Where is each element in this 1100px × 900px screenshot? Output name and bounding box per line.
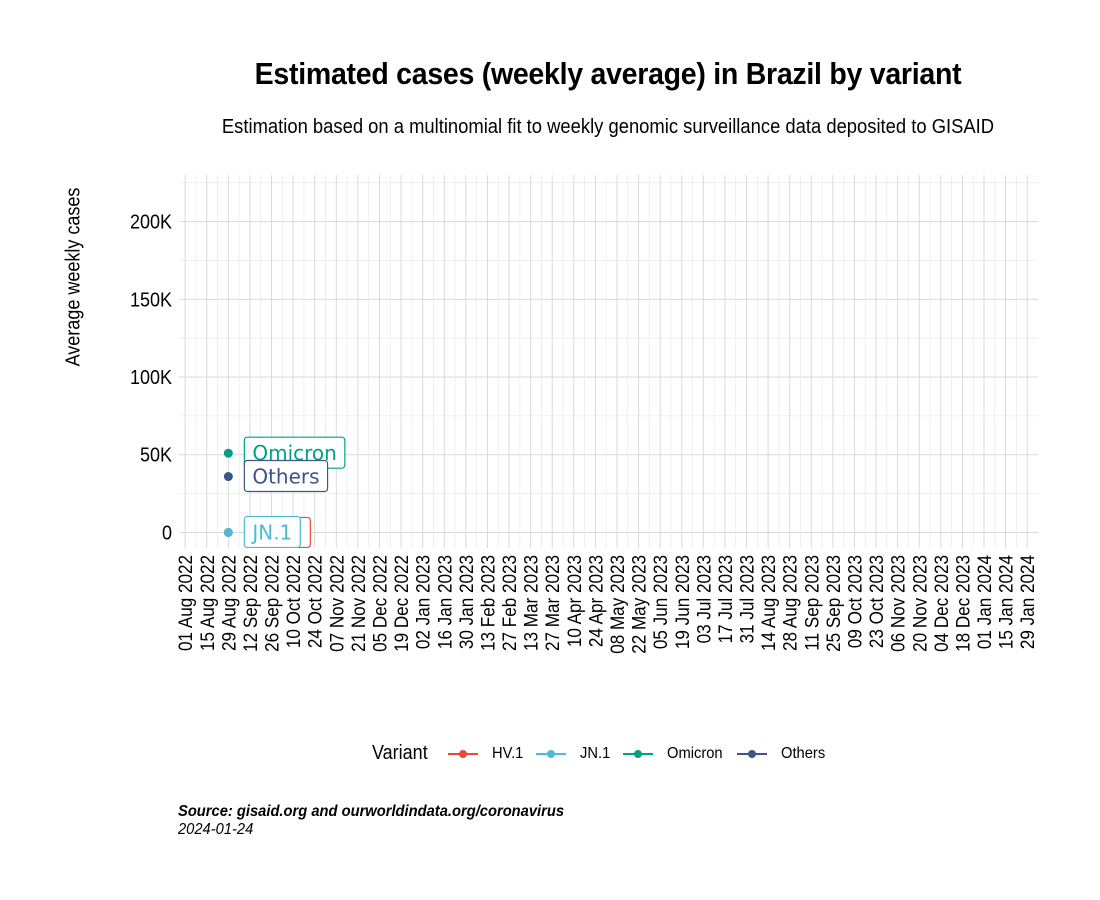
y-tick-label: 50K [140, 445, 172, 467]
chart-subtitle: Estimation based on a multinomial fit to… [221, 116, 995, 138]
grid-lines [179, 175, 1038, 548]
x-tick-label: 14 Aug 2023 [758, 555, 779, 651]
x-tick-label: 15 Aug 2022 [197, 555, 218, 651]
series-point [223, 448, 233, 458]
x-tick-label: 21 Nov 2022 [348, 555, 369, 652]
legend-item-others: Others [737, 745, 829, 763]
x-tick-label: 29 Jan 2024 [1017, 555, 1038, 649]
x-tick-label: 05 Jun 2023 [650, 555, 671, 649]
x-tick-label: 15 Jan 2024 [996, 555, 1017, 649]
x-tick-label: 27 Mar 2023 [542, 555, 563, 651]
x-tick-label: 01 Jan 2024 [974, 555, 995, 649]
y-axis-ticks: 0 50K 100K 150K 200K [130, 212, 172, 545]
x-tick-label: 01 Aug 2022 [175, 555, 196, 651]
legend-label-jn1: JN.1 [580, 744, 611, 762]
legend-item-omicron: Omicron [622, 744, 727, 763]
x-tick-label: 24 Apr 2023 [586, 555, 607, 647]
x-tick-label: 17 Jul 2023 [715, 555, 736, 643]
x-tick-label: 29 Aug 2022 [219, 555, 240, 651]
legend-item-hv1: HV.1 [447, 744, 526, 763]
legend-label-others: Others [781, 744, 826, 762]
x-tick-label: 13 Mar 2023 [521, 555, 542, 651]
y-tick-label: 150K [130, 290, 172, 312]
x-axis-ticks: 01 Aug 2022 15 Aug 2022 29 Aug 2022 12 Sep … [175, 555, 1038, 654]
legend-key-jn1 [536, 749, 566, 758]
x-tick-label: 24 Oct 2022 [305, 555, 326, 648]
legend-item-jn1: JN.1 [536, 745, 613, 763]
x-tick-label: 19 Dec 2022 [391, 555, 412, 652]
series-end-label: Others [252, 465, 319, 489]
source-caption: Source: gisaid.org and ourworldindata.or… [178, 803, 565, 820]
y-tick-label: 0 [162, 523, 172, 545]
x-tick-label: 31 Jul 2023 [737, 555, 758, 643]
x-tick-label: 27 Feb 2023 [499, 555, 520, 651]
x-tick-label: 10 Apr 2023 [564, 555, 585, 647]
series-end-label: JN.1 [250, 520, 292, 544]
legend-title: Variant [372, 742, 428, 764]
x-tick-label: 11 Sep 2023 [801, 555, 822, 651]
x-tick-label: 16 Jan 2023 [434, 555, 455, 649]
x-tick-label: 13 Feb 2023 [478, 555, 499, 651]
legend-label-omicron: Omicron [666, 744, 723, 762]
series-label-box [243, 515, 301, 549]
x-tick-label: 03 Jul 2023 [694, 555, 715, 643]
legend: Variant HV.1 JN.1 Omicron Others [372, 742, 839, 765]
x-tick-label: 06 Nov 2023 [888, 555, 909, 652]
x-tick-label: 19 Jun 2023 [672, 555, 693, 649]
x-tick-label: 25 Sep 2023 [823, 555, 844, 652]
x-tick-label: 23 Oct 2023 [866, 555, 887, 648]
series-point [223, 472, 233, 482]
x-tick-label: 20 Nov 2023 [909, 555, 930, 652]
x-tick-label: 12 Sep 2022 [240, 555, 261, 652]
x-tick-label: 26 Sep 2022 [262, 555, 283, 652]
x-tick-label: 05 Dec 2022 [370, 555, 391, 652]
series-point [223, 527, 233, 537]
chart-title: Estimated cases (weekly average) in Braz… [254, 56, 962, 91]
x-tick-label: 10 Oct 2022 [283, 555, 304, 648]
legend-label-hv1: HV.1 [491, 744, 524, 762]
x-tick-label: 07 Nov 2022 [326, 555, 347, 652]
legend-key-hv1 [447, 749, 478, 758]
x-tick-label: 09 Oct 2023 [845, 555, 866, 648]
x-tick-label: 18 Dec 2023 [953, 555, 974, 652]
legend-key-others [737, 749, 768, 758]
x-tick-label: 28 Aug 2023 [780, 555, 801, 651]
y-tick-label: 200K [130, 212, 172, 234]
x-tick-label: 08 May 2023 [607, 555, 628, 654]
legend-key-omicron [622, 749, 653, 758]
x-tick-label: 04 Dec 2023 [931, 555, 952, 652]
x-tick-label: 30 Jan 2023 [456, 555, 477, 649]
date-caption: 2024-01-24 [178, 821, 254, 838]
y-tick-label: 100K [130, 367, 172, 389]
x-tick-label: 22 May 2023 [629, 555, 650, 654]
series-label-box [243, 459, 329, 493]
x-tick-label: 02 Jan 2023 [413, 555, 434, 649]
